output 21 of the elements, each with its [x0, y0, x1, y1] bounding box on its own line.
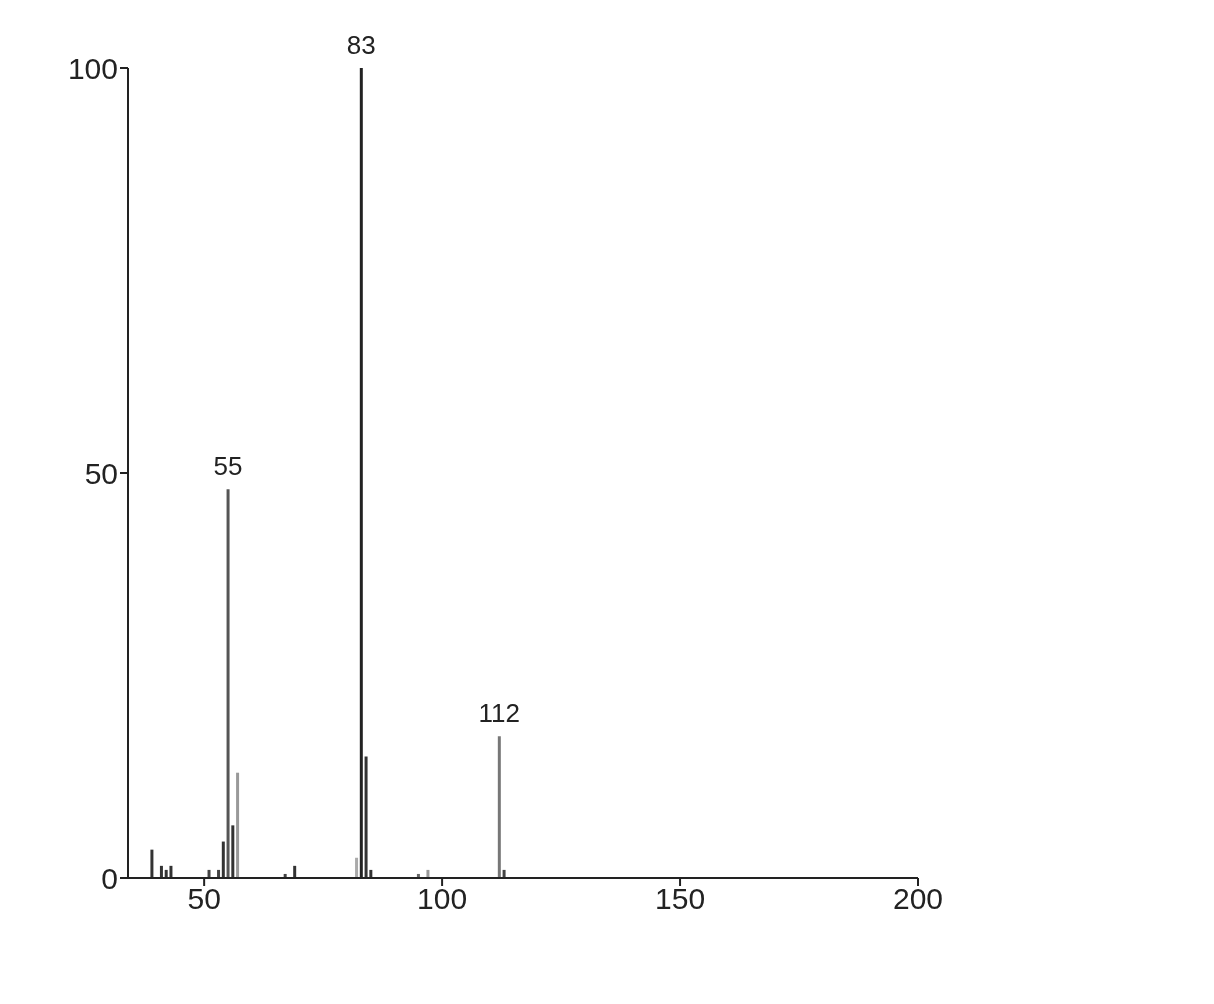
bar [226, 489, 230, 878]
bar [355, 857, 359, 878]
bar [293, 865, 297, 878]
bar [221, 841, 225, 878]
bar [236, 772, 240, 878]
bar [150, 849, 154, 878]
x-tick-label: 100 [417, 882, 468, 916]
y-tick-label: 100 [67, 51, 118, 85]
x-tick-label: 50 [187, 882, 221, 916]
bar [231, 825, 235, 878]
y-tick-label: 50 [84, 456, 118, 490]
bar [364, 756, 368, 878]
bar [497, 736, 501, 878]
annotation: 83 [346, 30, 376, 60]
x-tick-label: 150 [655, 882, 706, 916]
bar [169, 865, 173, 878]
y-tick-label: 0 [101, 861, 118, 895]
annotation: 112 [478, 698, 520, 729]
x-tick-label: 200 [892, 882, 944, 916]
bar [159, 865, 163, 878]
annotation: 55 [213, 451, 243, 482]
